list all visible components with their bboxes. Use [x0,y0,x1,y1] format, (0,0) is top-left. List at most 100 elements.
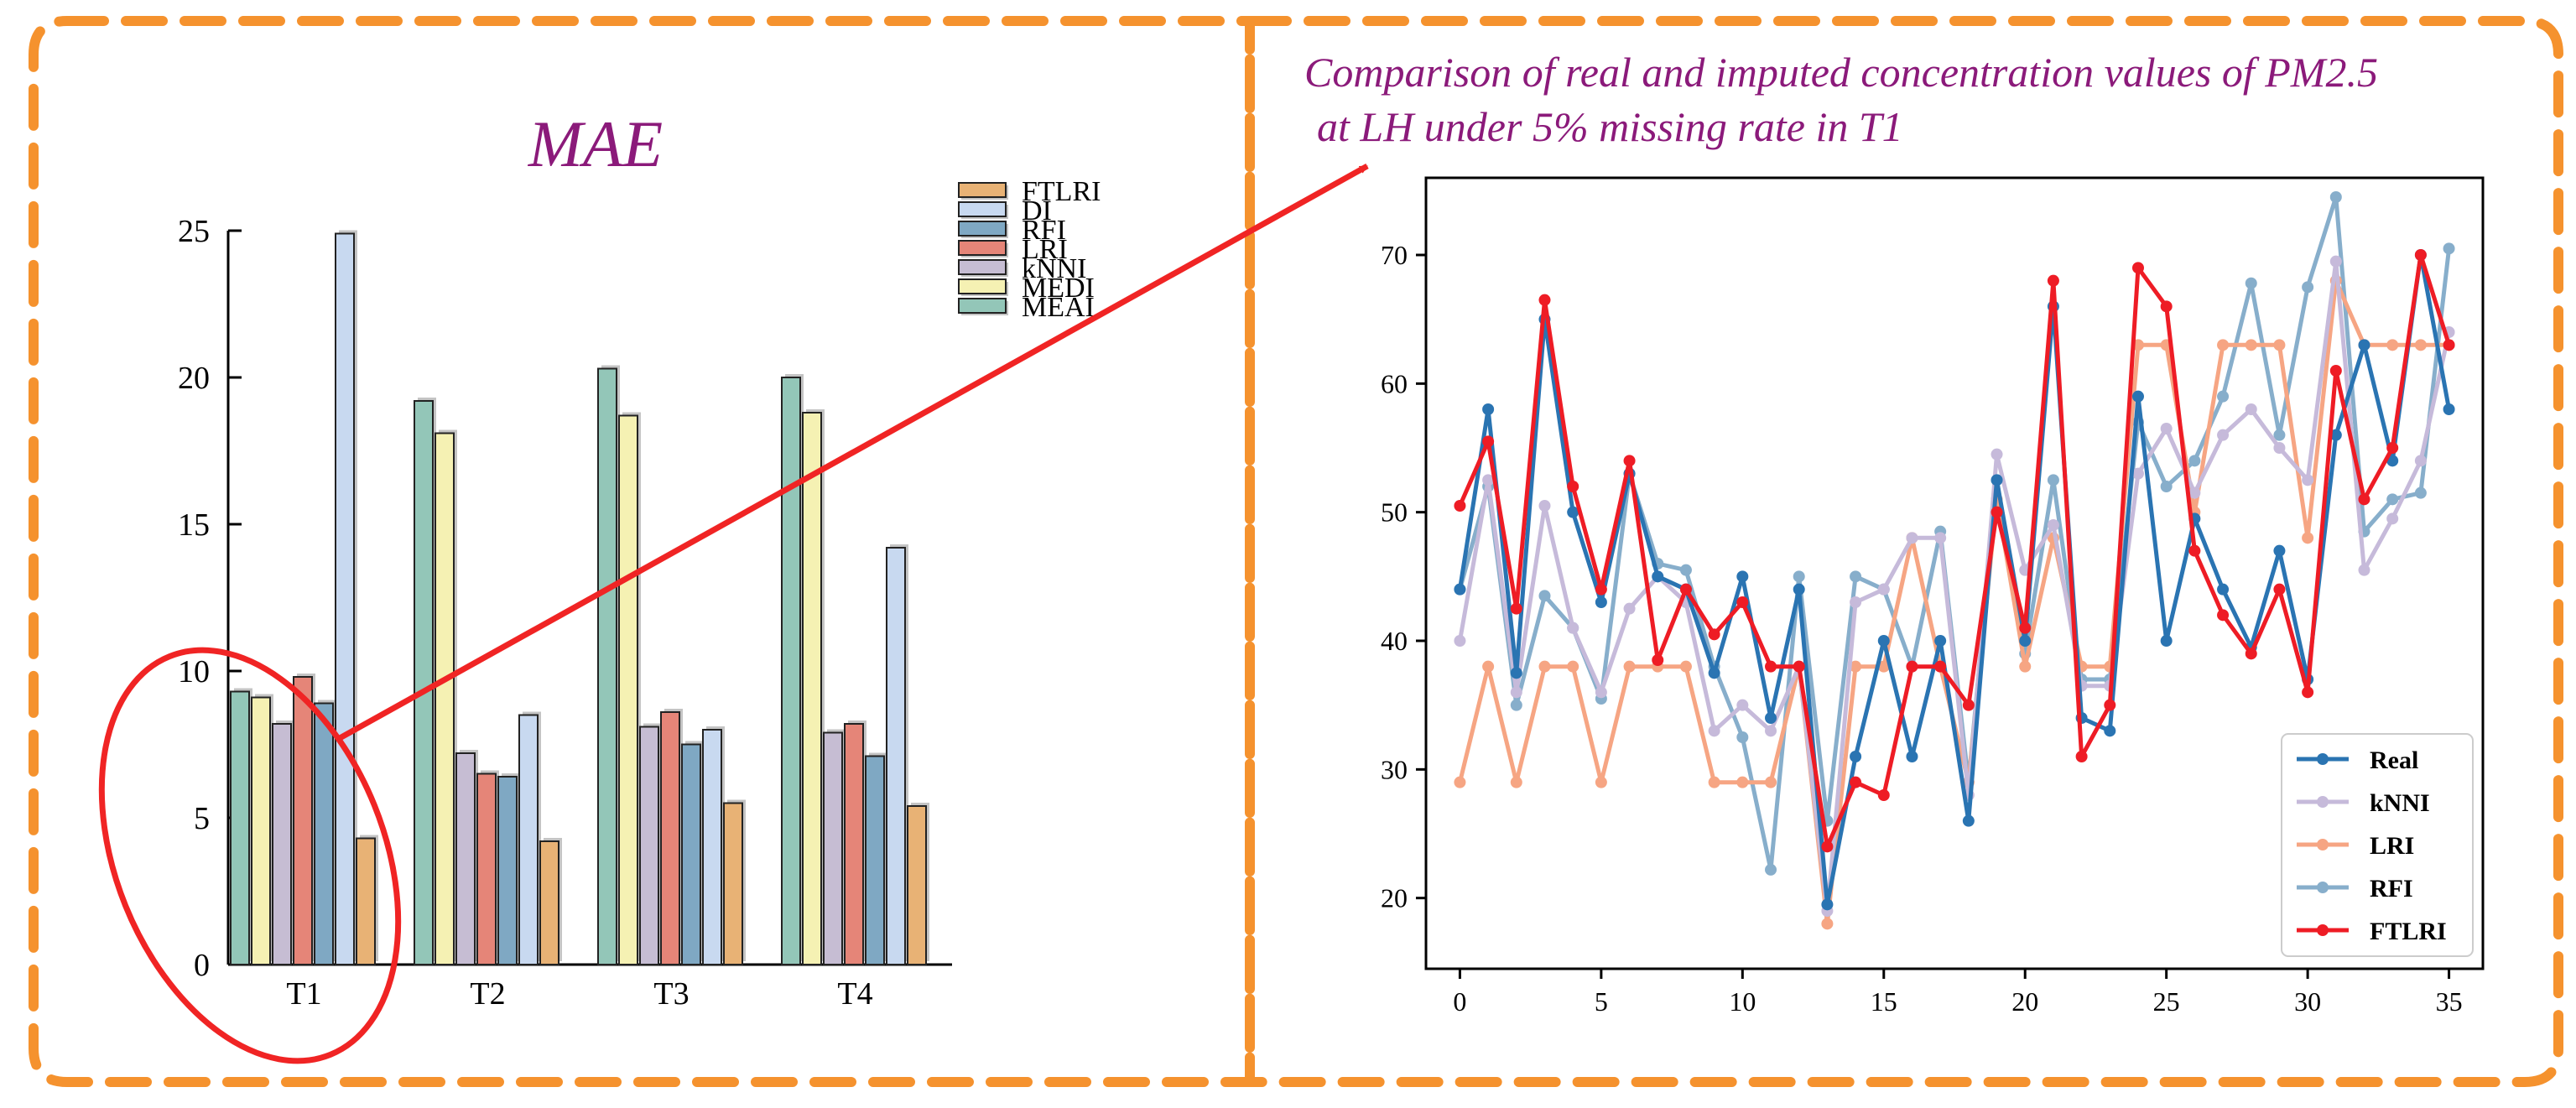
bar-legend-label-lri: LRI [1022,234,1068,265]
point-real [1567,506,1579,518]
bar-meai-t3 [597,367,617,965]
point-rfi [2414,486,2427,499]
line-chart-title-line2: at LH under 5% missing rate in T1 [1317,103,1903,150]
bar-y-tick-label: 15 [178,507,210,543]
bar-x-tick-label: T3 [653,976,689,1012]
point-real [1708,667,1720,679]
point-ftlri [2047,274,2059,287]
point-rfi [1538,590,1551,602]
point-knni [2160,423,2173,434]
line-x-tick-label: 5 [1595,986,1608,1017]
point-ftlri [1934,660,1947,673]
bar-legend-swatch-rfi [958,221,1007,237]
line-x-tick-label: 0 [1453,986,1466,1017]
point-lri [2302,532,2314,544]
bar-y-tick-label: 10 [178,654,210,689]
bar-lri-t3 [660,711,680,965]
point-real [1454,583,1466,596]
point-knni [1595,686,1607,699]
point-real [1765,712,1777,724]
point-knni [1877,583,1890,596]
line-legend-marker [2317,839,2329,851]
line-y-tick-label: 30 [1381,754,1408,784]
point-lri [1623,660,1636,673]
point-knni [2188,486,2201,499]
line-y-tick-label: 50 [1381,497,1408,528]
line-y-tick-label: 20 [1381,883,1408,913]
bar-knni-t2 [455,752,476,965]
series-line-knni [1457,259,2452,913]
point-lri [1821,918,1834,930]
line-x-tick-label: 20 [2011,986,2038,1017]
point-knni [2358,564,2370,576]
point-real [2104,725,2116,737]
bar-y-tick-label: 5 [194,801,210,836]
point-ftlri [2217,609,2230,622]
point-knni [1934,532,1947,544]
bar-medi-t4 [802,412,822,965]
point-lri [2245,339,2257,351]
point-lri [1567,660,1579,673]
point-ftlri [2443,339,2455,351]
line-y-tick-label: 70 [1381,240,1408,270]
point-real [1991,474,2003,486]
point-rfi [1679,564,1692,576]
point-lri [2273,339,2286,351]
point-ftlri [1482,435,1495,448]
point-real [1821,898,1834,911]
line-plot-area [1424,176,2485,970]
point-ftlri [2302,686,2314,699]
point-knni [2386,512,2399,525]
point-ftlri [2414,249,2427,261]
point-knni [1538,500,1551,512]
bar-medi-t3 [618,414,638,965]
point-knni [1991,448,2003,460]
left-panel-frame [29,16,1255,1087]
point-knni [1765,725,1777,737]
point-real [1510,667,1522,679]
point-knni [1736,699,1749,711]
point-rfi [2047,474,2059,486]
point-ftlri [1652,654,1664,666]
bar-ftlri-t1 [356,837,376,965]
point-real [1595,596,1607,608]
point-ftlri [2329,365,2342,377]
mae-bar-chart: MAE 0 5 10 15 20 25 T1 T2 T3 T4 FTLRIDIRFILRIkNNI… [178,107,1101,1012]
bar-y-tick-label: 0 [194,948,210,983]
point-ftlri [1906,660,1918,673]
point-ftlri [1793,660,1805,673]
point-ftlri [2273,583,2286,596]
point-knni [1510,686,1522,699]
bar-legend-swatch-ftlri [958,182,1007,198]
line-x-tick-label: 30 [2294,986,2321,1017]
bar-ftlri-t2 [539,840,559,965]
line-legend-label-lri: LRI [2370,832,2414,860]
line-legend-marker [2317,796,2329,808]
bar-meai-t2 [414,400,434,965]
bar-knni-t3 [639,726,659,965]
point-ftlri [1991,506,2003,518]
bar-x-tick-label: T2 [470,976,505,1012]
point-ftlri [1850,776,1862,788]
point-lri [1454,776,1466,788]
point-ftlri [2019,622,2032,634]
bar-rfi-t3 [681,743,701,965]
bar-legend-label-medi: MEDI [1022,273,1095,304]
pm25-line-chart: Comparison of real and imputed concentra… [1304,49,2485,1017]
point-lri [1482,660,1495,673]
bar-legend-swatch-di [958,201,1007,217]
point-knni [2131,467,2144,480]
bar-rfi-t1 [314,702,334,965]
point-lri [2217,339,2230,351]
point-real [1793,583,1805,596]
point-knni [2047,519,2059,531]
point-lri [2386,339,2399,351]
point-knni [1482,474,1495,486]
point-lri [1708,776,1720,788]
point-real [1962,814,1975,827]
point-ftlri [2160,300,2173,313]
bar-legend-label-rfi: RFI [1022,215,1066,246]
bar-meai-t1 [230,690,250,965]
point-lri [1877,660,1890,673]
